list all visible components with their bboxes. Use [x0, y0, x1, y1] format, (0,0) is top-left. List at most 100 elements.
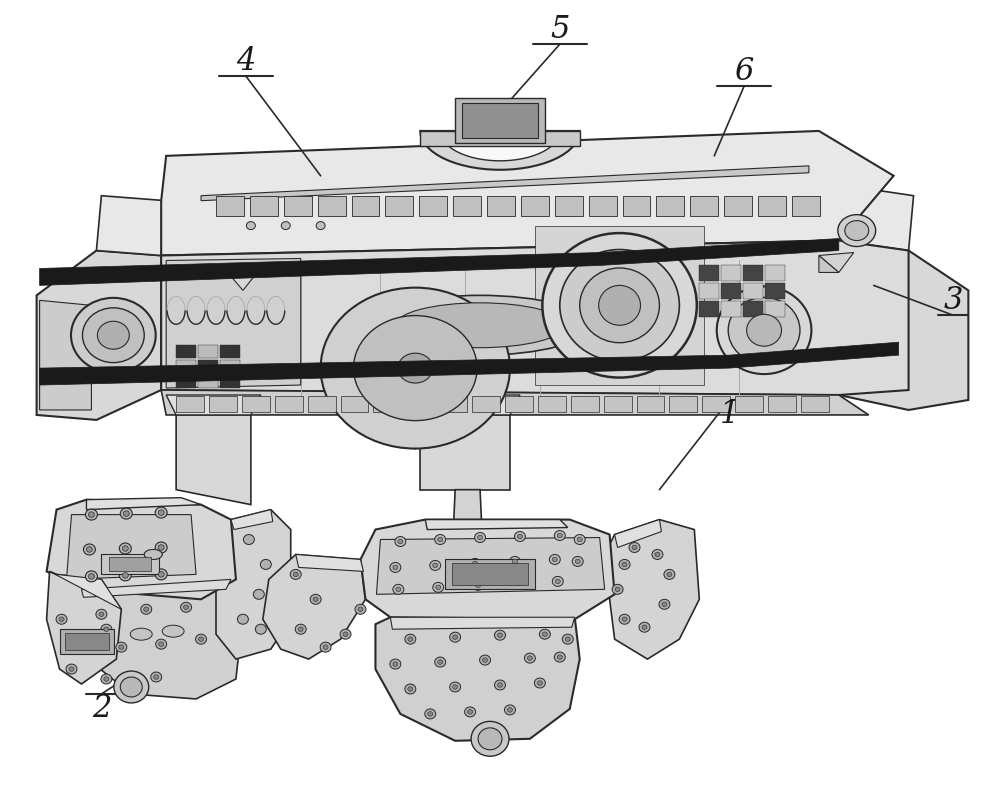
Ellipse shape	[120, 677, 142, 697]
Ellipse shape	[572, 556, 583, 567]
Ellipse shape	[199, 637, 204, 642]
Ellipse shape	[405, 684, 416, 694]
Polygon shape	[819, 255, 839, 272]
Ellipse shape	[509, 556, 520, 567]
Polygon shape	[161, 131, 894, 255]
Ellipse shape	[517, 535, 522, 539]
Ellipse shape	[622, 562, 627, 567]
Bar	[743, 302, 763, 318]
Bar	[101, 555, 159, 575]
Ellipse shape	[86, 547, 92, 552]
Ellipse shape	[838, 215, 876, 247]
Ellipse shape	[632, 545, 637, 550]
Ellipse shape	[119, 543, 131, 554]
Ellipse shape	[320, 642, 331, 652]
Polygon shape	[440, 131, 560, 160]
Bar	[406, 396, 434, 412]
Ellipse shape	[565, 637, 570, 642]
Ellipse shape	[554, 652, 565, 662]
Bar	[242, 396, 270, 412]
Ellipse shape	[619, 559, 630, 570]
Ellipse shape	[59, 617, 64, 622]
Ellipse shape	[89, 645, 94, 650]
Bar	[439, 396, 467, 412]
Polygon shape	[40, 300, 91, 410]
Ellipse shape	[390, 563, 401, 572]
Bar	[538, 396, 566, 412]
Ellipse shape	[408, 687, 413, 691]
Ellipse shape	[313, 597, 318, 602]
Ellipse shape	[85, 571, 97, 582]
Bar	[801, 396, 829, 412]
Text: 3: 3	[944, 285, 963, 316]
Bar	[699, 283, 719, 299]
Bar	[721, 283, 741, 299]
Polygon shape	[819, 252, 854, 272]
Ellipse shape	[255, 624, 266, 634]
Ellipse shape	[615, 587, 620, 591]
Ellipse shape	[82, 308, 144, 362]
Polygon shape	[40, 342, 899, 385]
Bar	[198, 346, 218, 358]
Ellipse shape	[281, 222, 290, 230]
Ellipse shape	[321, 287, 510, 448]
Ellipse shape	[293, 572, 298, 577]
Polygon shape	[166, 395, 261, 415]
Polygon shape	[231, 510, 273, 530]
Ellipse shape	[495, 680, 505, 690]
Polygon shape	[839, 240, 968, 410]
Ellipse shape	[478, 728, 502, 750]
Polygon shape	[419, 196, 447, 215]
Ellipse shape	[96, 609, 107, 619]
Ellipse shape	[71, 298, 156, 373]
Ellipse shape	[495, 630, 505, 640]
Polygon shape	[792, 196, 820, 215]
Ellipse shape	[101, 624, 112, 634]
Polygon shape	[724, 196, 752, 215]
Text: 2: 2	[92, 693, 111, 725]
Ellipse shape	[237, 614, 248, 624]
Ellipse shape	[642, 625, 647, 630]
Ellipse shape	[450, 632, 461, 642]
Polygon shape	[161, 390, 869, 415]
Bar	[743, 266, 763, 282]
Polygon shape	[37, 251, 161, 420]
Ellipse shape	[435, 657, 446, 667]
Ellipse shape	[141, 604, 152, 614]
Bar	[699, 266, 719, 282]
Ellipse shape	[747, 314, 782, 346]
Ellipse shape	[480, 655, 491, 665]
Ellipse shape	[580, 268, 659, 342]
Polygon shape	[758, 196, 786, 215]
Bar	[445, 559, 535, 590]
Ellipse shape	[470, 559, 481, 568]
Ellipse shape	[144, 607, 149, 611]
Bar	[308, 396, 336, 412]
Ellipse shape	[552, 557, 557, 562]
Ellipse shape	[507, 708, 512, 712]
Bar	[721, 302, 741, 318]
Ellipse shape	[433, 563, 438, 567]
Polygon shape	[839, 186, 914, 251]
Ellipse shape	[552, 576, 563, 587]
Bar	[341, 396, 368, 412]
Polygon shape	[96, 196, 166, 255]
Ellipse shape	[512, 579, 523, 588]
Ellipse shape	[622, 617, 627, 622]
Ellipse shape	[515, 581, 520, 586]
Polygon shape	[250, 196, 278, 215]
Ellipse shape	[69, 667, 74, 671]
Bar	[109, 558, 151, 571]
Ellipse shape	[619, 614, 630, 624]
Ellipse shape	[370, 295, 590, 355]
Bar	[637, 396, 664, 412]
Bar	[765, 302, 785, 318]
Polygon shape	[375, 617, 580, 741]
Ellipse shape	[652, 550, 663, 559]
Ellipse shape	[358, 607, 363, 611]
Ellipse shape	[471, 721, 509, 757]
Ellipse shape	[475, 532, 486, 543]
Ellipse shape	[554, 531, 565, 540]
Ellipse shape	[122, 573, 128, 578]
Bar	[735, 396, 763, 412]
